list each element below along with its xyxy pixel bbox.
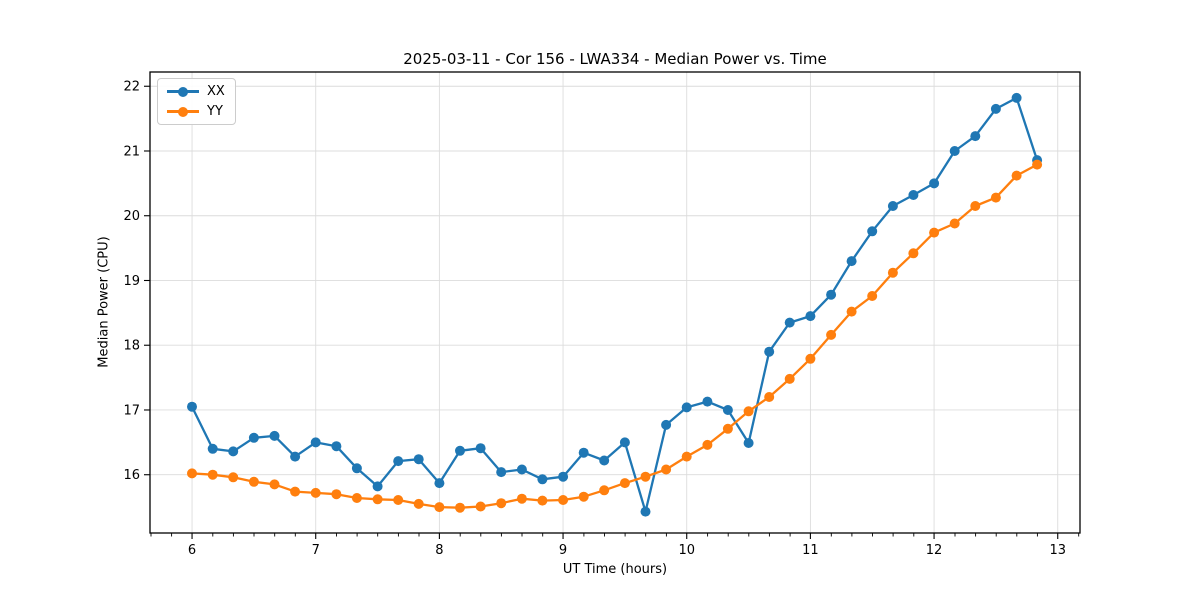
legend-line-yy-icon [167, 106, 199, 117]
legend-line-xx-icon [167, 86, 199, 97]
chart-title: 2025-03-11 - Cor 156 - LWA334 - Median P… [403, 50, 827, 68]
svg-text:11: 11 [802, 543, 819, 558]
svg-text:16: 16 [123, 468, 140, 483]
svg-text:19: 19 [123, 274, 140, 289]
svg-text:17: 17 [123, 403, 140, 418]
svg-text:12: 12 [926, 543, 943, 558]
legend: XX YY [157, 78, 236, 125]
legend-item-xx: XX [167, 84, 225, 99]
svg-text:22: 22 [123, 80, 140, 95]
svg-text:18: 18 [123, 339, 140, 354]
x-axis-label: UT Time (hours) [562, 562, 668, 577]
svg-text:6: 6 [188, 543, 196, 558]
legend-item-yy: YY [167, 104, 225, 119]
svg-text:13: 13 [1049, 543, 1066, 558]
legend-label-xx: XX [207, 84, 225, 99]
svg-text:10: 10 [678, 543, 695, 558]
y-axis-label: Median Power (CPU) [96, 236, 112, 368]
legend-label-yy: YY [207, 104, 223, 119]
svg-text:9: 9 [559, 543, 567, 558]
svg-text:7: 7 [312, 543, 320, 558]
svg-text:8: 8 [435, 543, 443, 558]
svg-text:20: 20 [123, 209, 140, 224]
svg-text:21: 21 [123, 144, 140, 159]
